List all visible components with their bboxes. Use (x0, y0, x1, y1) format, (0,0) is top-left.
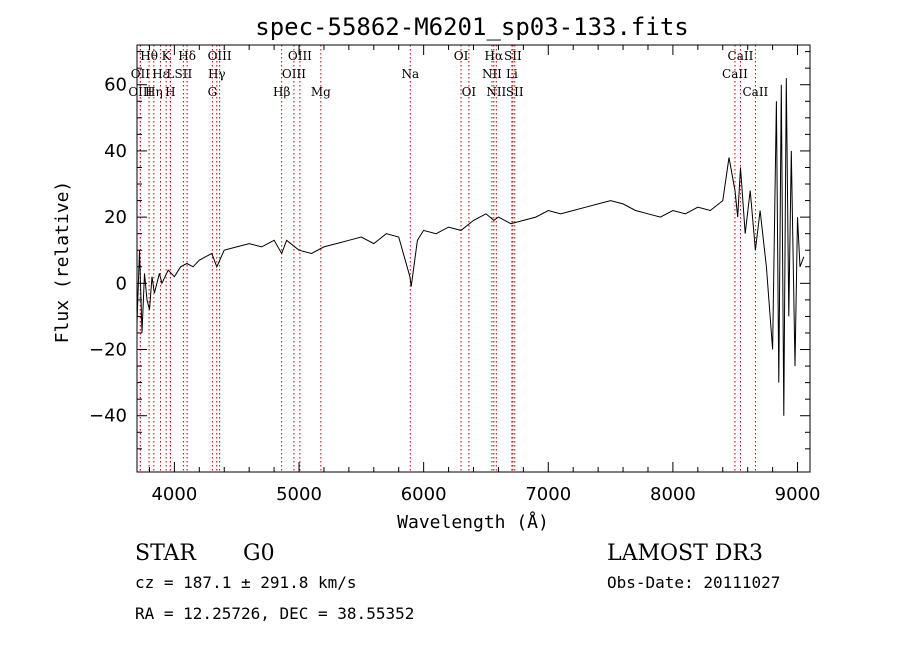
spectrum-layer (136, 78, 805, 416)
x-axis-label: Wavelength (Å) (397, 511, 549, 533)
spectral-line-label: SII (504, 49, 522, 63)
spectral-line-label: OIII (128, 85, 152, 99)
spectral-line-label: NII (482, 67, 502, 81)
spectral-line-label: SII (175, 67, 193, 81)
x-tick-label: 5000 (276, 484, 322, 505)
spectral-line-label: Mg (311, 85, 331, 99)
y-tick-label: 60 (104, 75, 127, 96)
x-tick-label: 4000 (151, 484, 197, 505)
observation-date: Obs-Date: 20111027 (607, 573, 780, 592)
x-tick-label: 7000 (525, 484, 571, 505)
x-tick-label: 6000 (401, 484, 447, 505)
survey-name: LAMOST DR3 (607, 541, 763, 566)
spectral-line-label: Na (401, 67, 419, 81)
ra-dec-coordinates: RA = 12.25726, DEC = 38.55352 (135, 604, 414, 623)
spectral-line-label: OI (454, 49, 469, 63)
spectral-line-label: OIII (288, 49, 312, 63)
spectral-line-label: Hγ (208, 67, 226, 81)
spectral-line-label: K (162, 49, 172, 63)
y-tick-label: −40 (89, 406, 127, 427)
spectral-line-label: CaII (722, 67, 748, 81)
spectral-line-label: SII (506, 85, 524, 99)
spectral-line-label: Li (506, 67, 518, 81)
redshift-cz: cz = 187.1 ± 291.8 km/s (135, 573, 357, 592)
spectral-line-label: H (165, 85, 175, 99)
chart-title: spec-55862-M6201_sp03-133.fits (255, 13, 688, 41)
spectral-line-label: Hη (145, 85, 163, 99)
axis-ticks-layer: 4000 5000 6000 7000 8000 9000 −40 −20 0 20 40 60 (89, 45, 820, 505)
y-axis-label: Flux (relative) (52, 181, 73, 344)
x-tick-label: 9000 (775, 484, 821, 505)
spectral-line-label: Hβ (273, 85, 290, 99)
y-tick-label: 0 (116, 273, 127, 294)
spectral-line-label: Hθ (140, 49, 158, 63)
spectrum-line (136, 78, 805, 416)
spectral-line-label: CaII (742, 85, 768, 99)
spectral-line-label: OIII (282, 67, 306, 81)
spectral-line-label: OI (462, 85, 477, 99)
plot-frame (136, 44, 811, 473)
y-tick-label: 20 (104, 207, 127, 228)
y-tick-label: −20 (89, 340, 127, 361)
y-tick-label: 40 (104, 141, 127, 162)
spectral-line-label: Hε (152, 67, 169, 81)
spectral-line-label: Hα (485, 49, 504, 63)
object-class: STAR (135, 541, 197, 566)
spectral-line-label: NII (486, 85, 506, 99)
spectral-line-label: G (208, 85, 218, 99)
spectral-lines-layer: HθOIIOIIIHηHεKLHHδSIIOIIIHγGHβOIIIOIIIMg… (128, 45, 769, 472)
spectral-line-label: Hδ (178, 49, 196, 63)
spectral-line-label: CaII (728, 49, 754, 63)
object-subclass: G0 (243, 541, 275, 566)
x-tick-label: 8000 (650, 484, 696, 505)
spectral-line-label: OIII (208, 49, 232, 63)
